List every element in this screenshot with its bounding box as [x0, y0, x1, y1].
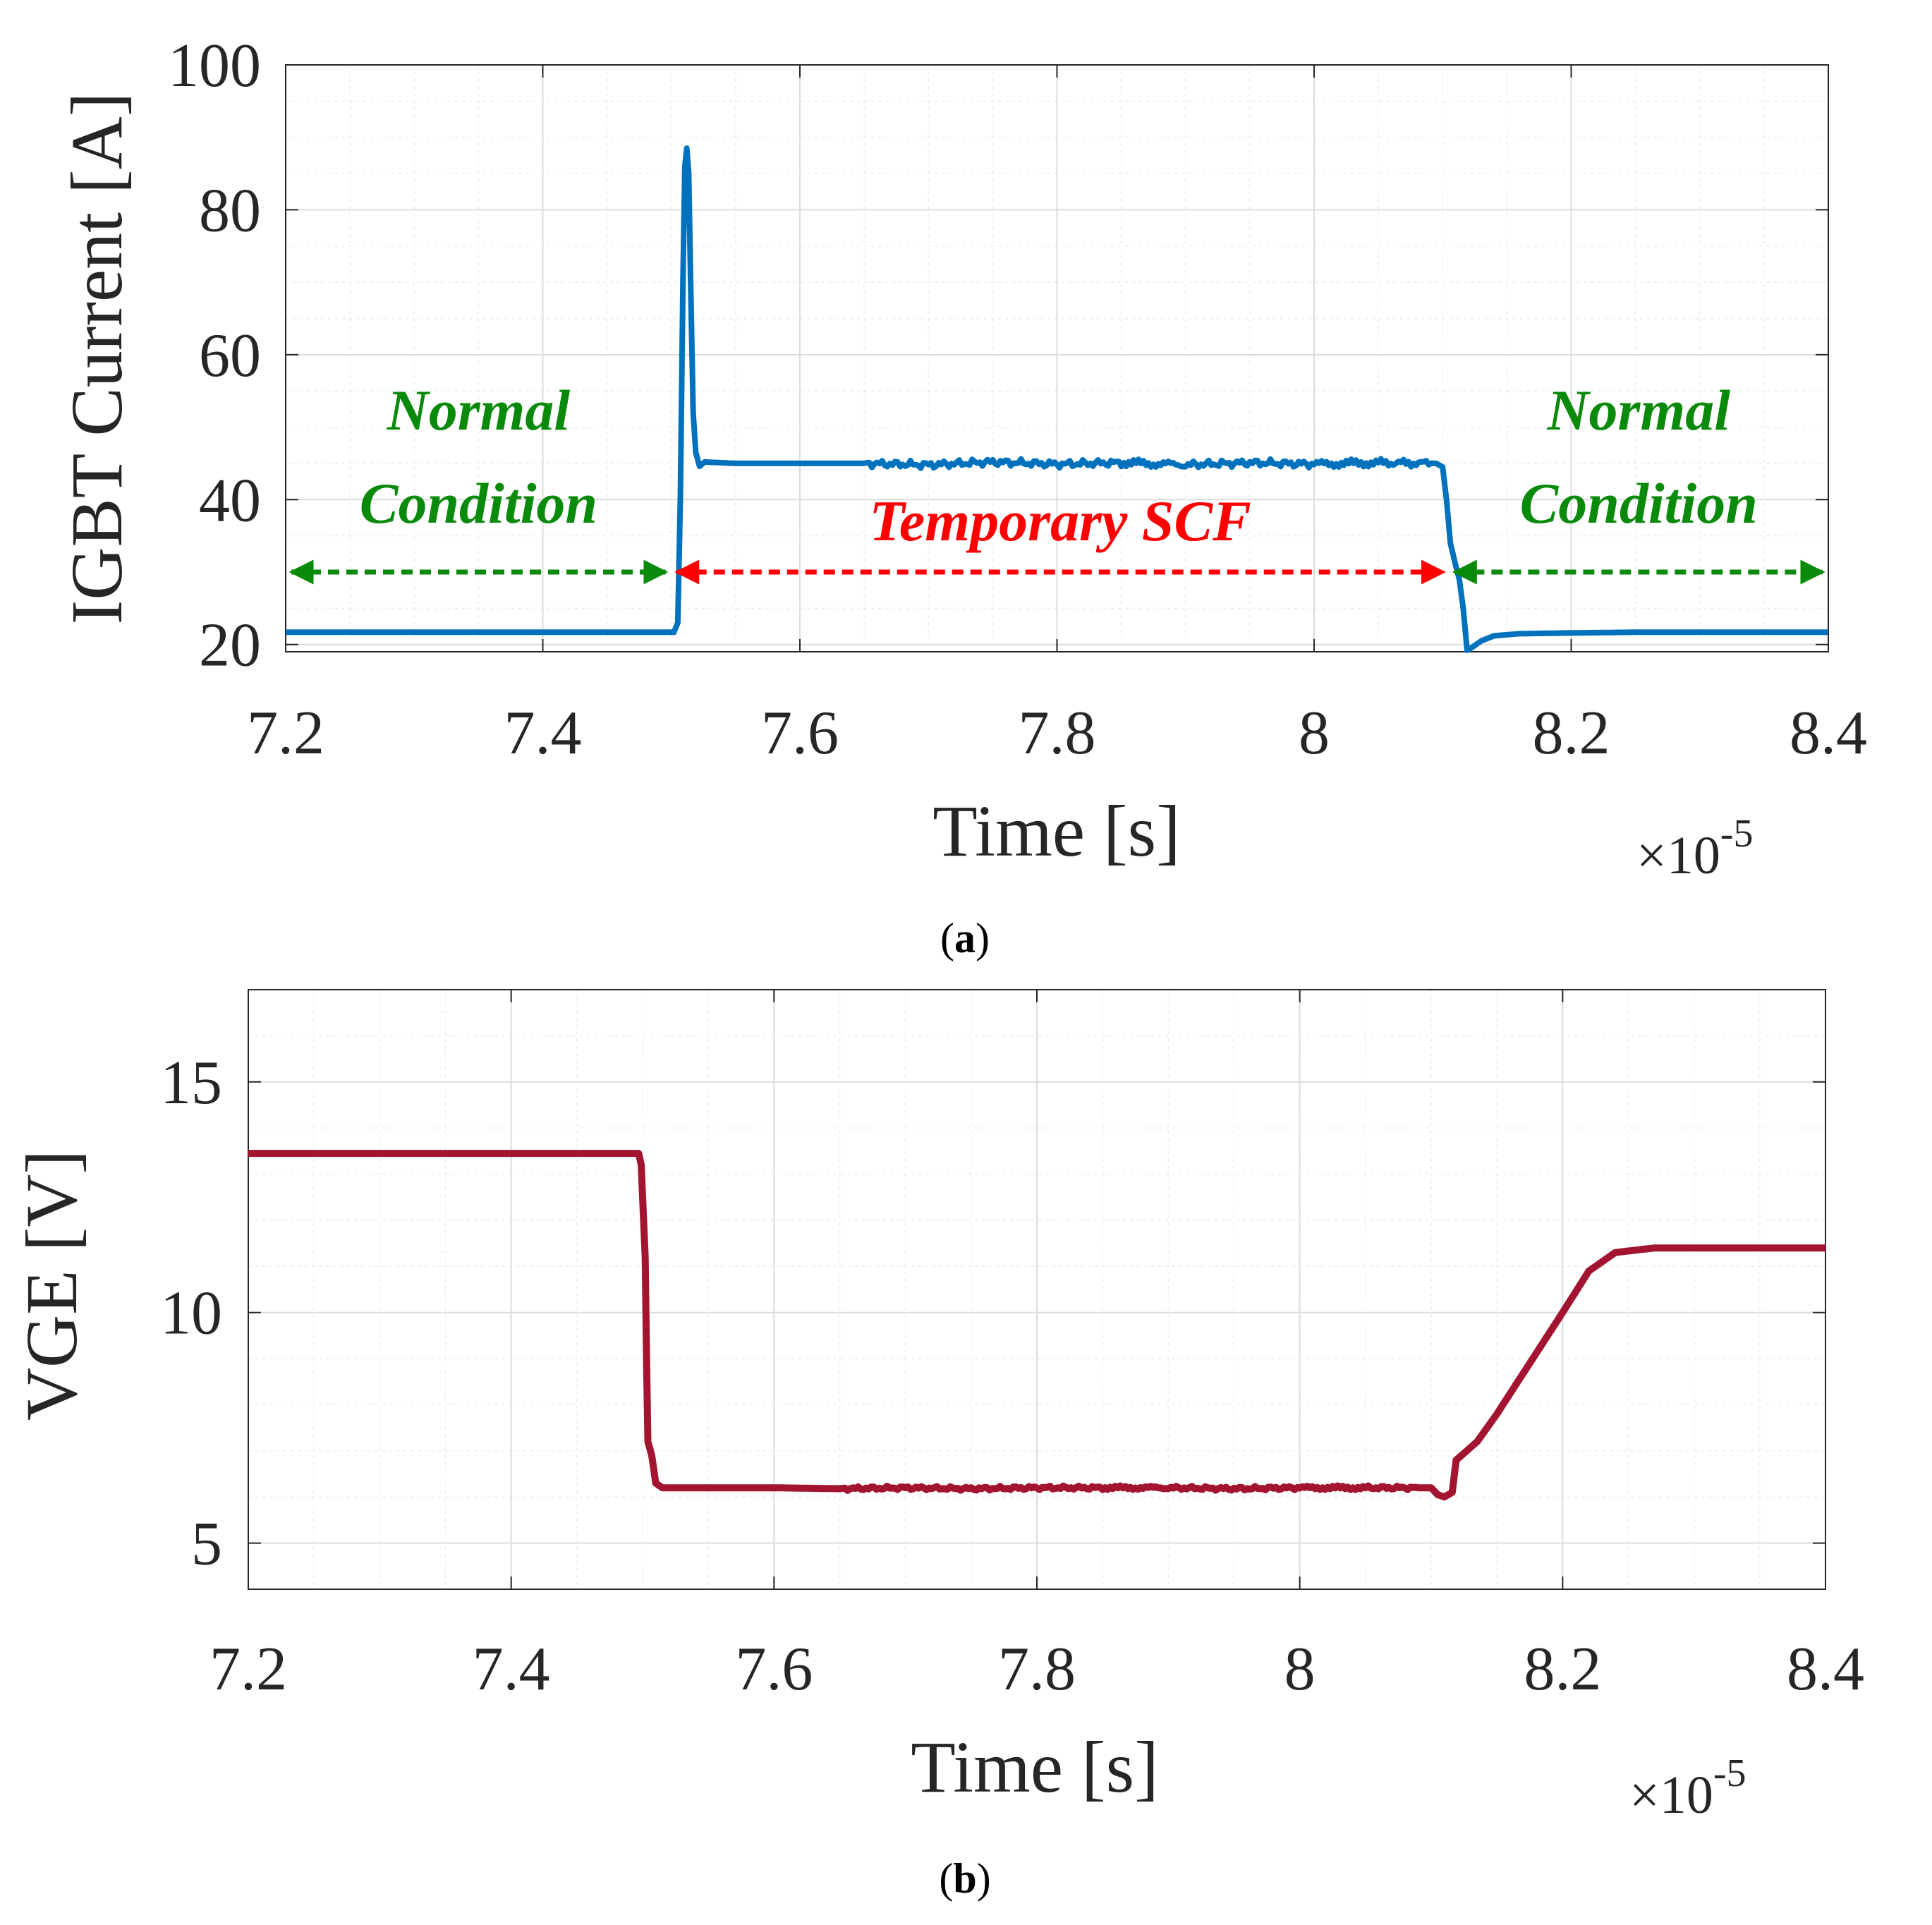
x-tick-label: 8.4	[1787, 1635, 1864, 1704]
scf-label: Temporary SCF	[869, 489, 1251, 553]
x-tick-label: 8	[1284, 1635, 1316, 1704]
normal-left-label: Condition	[360, 471, 597, 535]
x-tick-label: 7.6	[735, 1635, 813, 1704]
x-axis-label-a: Time [s]	[932, 791, 1181, 872]
y-axis-label-a: IGBT Current [A]	[56, 92, 138, 625]
y-tick-label: 5	[191, 1510, 222, 1579]
caption-a: (a)	[940, 915, 990, 961]
y-tick-label: 10	[160, 1280, 222, 1348]
x-tick-label: 8.4	[1790, 699, 1867, 767]
normal-right-label: Normal	[1546, 378, 1730, 442]
caption-b: (b)	[939, 1855, 990, 1902]
x-tick-label: 7.8	[998, 1635, 1076, 1704]
x-tick-label: 8	[1299, 699, 1330, 767]
grid-b	[248, 989, 1826, 1590]
grid-a	[285, 64, 1829, 652]
y-tick-label: 40	[199, 466, 261, 535]
normal-right-label: Condition	[1520, 471, 1758, 535]
annotations-a: Normal Condition Temporary SCF Normal Condit…	[288, 378, 1825, 585]
normal-left-label: Normal	[387, 378, 571, 442]
y-axis-label-b: VGE [V]	[11, 1150, 92, 1421]
x-axis-label-b: Time [s]	[911, 1727, 1159, 1808]
y-tick-label: 60	[199, 322, 261, 390]
panel-b: 7.2 7.4 7.6 7.8 8 8.2 8.4 5 10 15 Time [s] VGE [V…	[11, 989, 1864, 1902]
ticks-b: 7.2 7.4 7.6 7.8 8 8.2 8.4 5 10 15	[160, 990, 1864, 1704]
ticks-a: 7.2 7.4 7.6 7.8 8 8.2 8.4 20 40 60 80 100	[168, 32, 1867, 767]
x-tick-label: 7.8	[1019, 699, 1096, 767]
panel-a: 7.2 7.4 7.6 7.8 8 8.2 8.4 20 40 60 80 100 Normal Con…	[56, 32, 1867, 961]
x-tick-label: 7.2	[247, 699, 324, 767]
y-tick-label: 80	[199, 176, 261, 245]
x-multiplier-a: ×10-5	[1636, 812, 1754, 885]
x-tick-label: 8.2	[1533, 699, 1610, 767]
x-tick-label: 7.4	[504, 699, 582, 767]
vge-line	[247, 1150, 1827, 1501]
igbt-current-line	[285, 145, 1829, 653]
y-tick-label: 15	[160, 1049, 222, 1117]
x-tick-label: 7.4	[473, 1635, 550, 1704]
x-multiplier-b: ×10-5	[1629, 1751, 1746, 1825]
x-tick-label: 7.2	[209, 1635, 287, 1704]
x-tick-label: 8.2	[1524, 1635, 1601, 1704]
y-tick-label: 20	[199, 612, 261, 680]
y-tick-label: 100	[168, 32, 261, 100]
x-tick-label: 7.6	[761, 699, 839, 767]
